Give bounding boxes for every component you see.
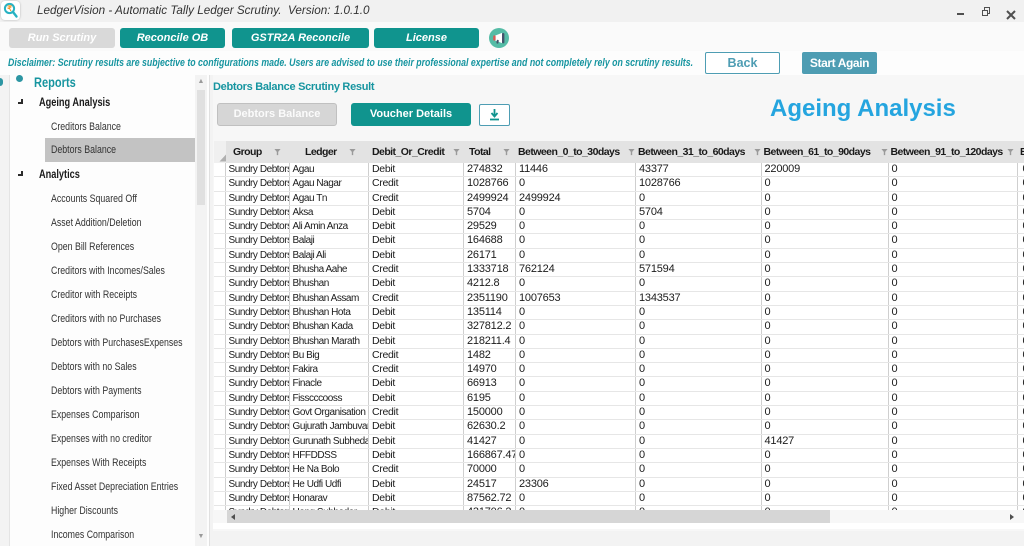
svg-text:₹: ₹ (7, 4, 12, 13)
